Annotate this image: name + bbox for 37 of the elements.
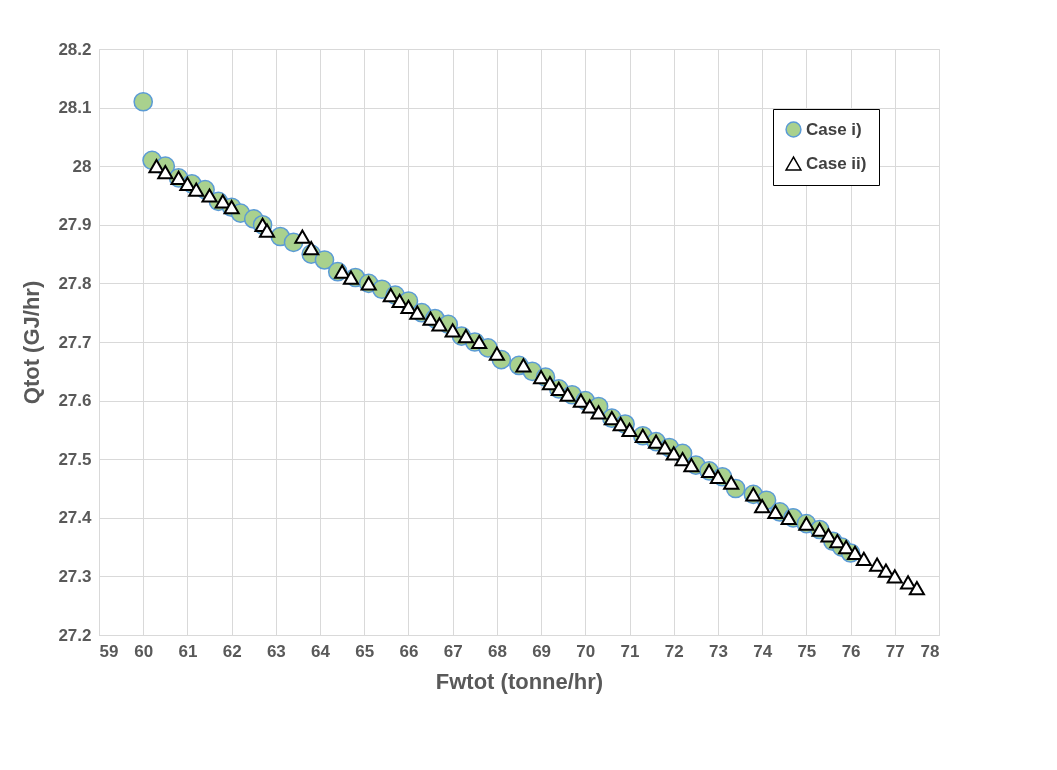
x-tick-label: 59	[99, 641, 119, 661]
y-tick-label: 27.8	[58, 273, 92, 293]
point	[314, 250, 335, 270]
x-tick-label: 63	[266, 641, 286, 661]
x-tick-label: 62	[222, 641, 242, 661]
x-tick-label: 67	[443, 641, 463, 661]
point	[133, 91, 154, 112]
x-tick-label: 74	[753, 641, 773, 661]
x-tick-label: 78	[920, 641, 940, 661]
y-tick-label: 28.1	[58, 98, 92, 118]
y-tick-label: 27.9	[58, 215, 92, 235]
x-tick-label: 60	[134, 641, 154, 661]
y-tick-label: 28	[72, 156, 92, 176]
x-axis-title: Fwtot (tonne/hr)	[435, 668, 604, 694]
x-tick-label: 71	[620, 641, 640, 661]
y-tick-label: 27.7	[58, 332, 92, 352]
y-tick-label: 27.5	[58, 449, 92, 469]
x-tick-label: 69	[532, 641, 552, 661]
y-tick-label: 28.2	[58, 39, 92, 59]
x-tick-label: 61	[178, 641, 198, 661]
x-tick-label: 65	[355, 641, 375, 661]
y-tick-label: 27.2	[58, 625, 92, 645]
y-tick-label: 27.4	[58, 508, 93, 528]
x-tick-label: 64	[311, 641, 331, 661]
x-tick-label: 77	[885, 641, 905, 661]
legend-label: Case ii)	[806, 153, 867, 173]
x-tick-label: 75	[797, 641, 817, 661]
x-tick-label: 68	[487, 641, 507, 661]
y-axis-title: Qtot (GJ/hr)	[19, 280, 45, 405]
y-tick-label: 27.3	[58, 566, 92, 586]
x-tick-label: 66	[399, 641, 419, 661]
x-tick-label: 73	[708, 641, 728, 661]
x-tick-label: 72	[664, 641, 684, 661]
x-tick-label: 70	[576, 641, 596, 661]
y-tick-label: 27.6	[58, 391, 92, 411]
x-tick-label: 76	[841, 641, 861, 661]
legend-label: Case i)	[806, 119, 862, 139]
